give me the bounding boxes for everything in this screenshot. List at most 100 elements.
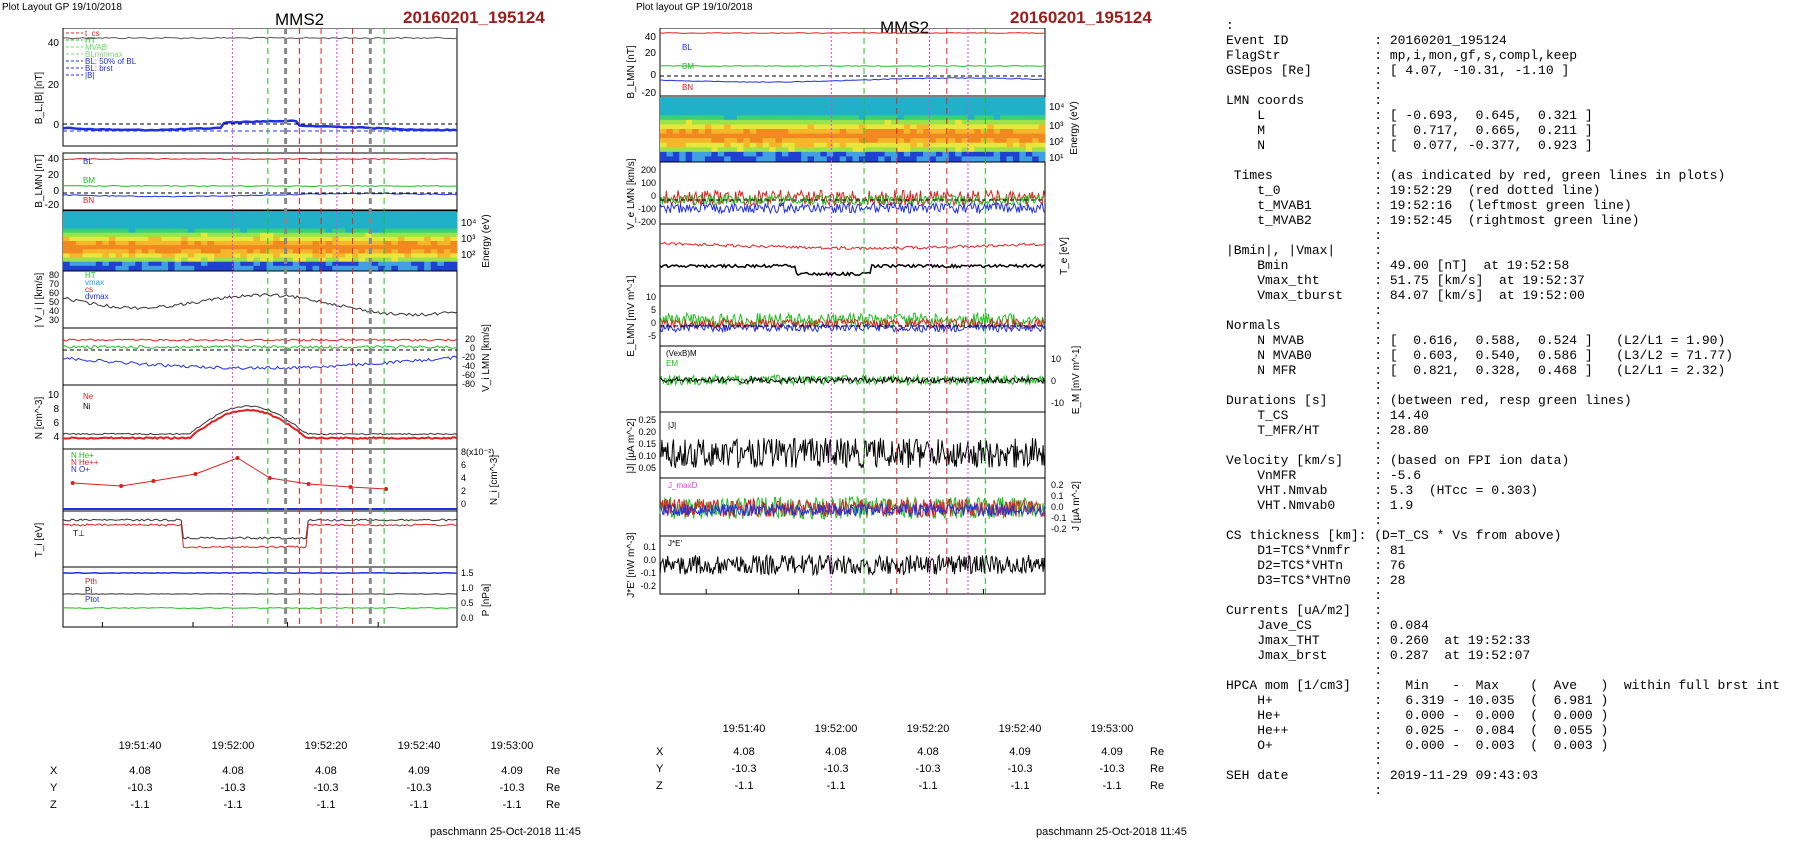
spectrogram-cell <box>878 147 886 153</box>
spectrogram-cell <box>286 261 294 267</box>
spectrogram-cell <box>430 220 438 225</box>
spectrogram-cell <box>365 265 373 271</box>
spectrogram-cell <box>286 224 294 230</box>
spectrogram-cell <box>692 124 699 130</box>
spectrogram-cell <box>968 142 975 148</box>
spectrogram-cell <box>801 147 809 153</box>
spectrogram-cell <box>424 253 432 259</box>
spectrogram-cell <box>207 236 215 242</box>
spectrogram-cell <box>794 151 802 157</box>
spectrogram-cell <box>794 101 802 107</box>
spectrogram-cell <box>63 212 71 217</box>
spectrogram-cell <box>685 133 693 139</box>
tick-label: -20 <box>462 352 475 362</box>
legend-label: Ptot <box>85 595 100 604</box>
spectrogram-cell <box>266 253 274 259</box>
tick-label: 0.10 <box>638 451 656 461</box>
info-line: Event ID : 20160201_195124 <box>1226 33 1507 48</box>
spectrogram-cell <box>148 257 156 263</box>
spectrogram-cell <box>411 220 419 225</box>
spectrogram-cell <box>437 216 445 221</box>
spectrogram-cell <box>923 156 930 162</box>
tick-label: 0.0 <box>643 555 656 565</box>
spectrogram-cell <box>443 257 451 263</box>
spectrogram-cell <box>332 212 340 217</box>
spectrogram-cell <box>762 156 770 162</box>
spectrogram-cell <box>312 220 320 225</box>
spectrogram-cell <box>910 151 918 157</box>
tick-label: 40 <box>48 38 60 49</box>
spectrogram-cell <box>168 236 176 242</box>
spectrogram-cell <box>1019 142 1027 148</box>
right-coord-z: -1.1 <box>1102 780 1122 792</box>
spectrogram-cell <box>378 224 386 230</box>
spectrogram-cell <box>108 265 117 271</box>
legend-label: Ne <box>83 392 94 401</box>
spectrogram-cell <box>762 119 770 125</box>
spectrogram-cell <box>95 249 103 254</box>
spectrogram-cell <box>794 115 802 121</box>
spectrogram-cell <box>1019 106 1027 112</box>
tick-label: -5 <box>648 331 656 341</box>
spectrogram-cell <box>411 216 419 221</box>
spectrogram-cell <box>865 142 873 148</box>
spectrogram-cell <box>76 249 84 254</box>
spectrogram-cell <box>305 232 314 238</box>
spectrogram-cell <box>345 220 353 225</box>
spectrogram-cell <box>200 220 208 225</box>
spectrogram-cell <box>871 124 879 130</box>
spectrogram-cell <box>181 265 189 271</box>
spectrogram-cell <box>814 129 821 135</box>
spectrogram-cell <box>227 253 235 259</box>
spectrogram-cell <box>345 261 353 267</box>
spectrogram-cell <box>762 97 770 103</box>
spectrogram-cell <box>233 265 241 271</box>
spectrogram-cell <box>666 133 674 139</box>
spectrogram-cell <box>233 216 241 221</box>
spectrogram-cell <box>846 147 853 153</box>
spectrogram-cell <box>122 220 130 225</box>
right-coord-z: -1.1 <box>1010 780 1030 792</box>
spectrogram-cell <box>672 97 680 103</box>
spectrogram-cell <box>807 106 815 112</box>
spectrogram-cell <box>724 106 732 112</box>
spectrogram-cell <box>148 236 156 242</box>
spectrogram-cell <box>351 216 359 221</box>
spectrogram-cell <box>253 212 261 217</box>
spectrogram-cell <box>711 106 719 112</box>
spectrogram-cell <box>871 106 879 112</box>
spectrogram-cell <box>775 156 783 162</box>
legend-label: Pth <box>85 577 97 586</box>
spectrogram-cell <box>292 265 300 271</box>
spectrogram-cell <box>820 142 828 148</box>
spectrogram-cell <box>826 156 834 162</box>
spectrogram-cell <box>286 232 294 238</box>
spectrogram-cell <box>955 97 963 103</box>
spectrogram-cell <box>762 147 770 153</box>
spectrogram-cell <box>1019 129 1027 135</box>
spectrogram-cell <box>672 142 680 148</box>
info-line: : <box>1226 303 1383 318</box>
spectrogram-cell <box>762 133 770 139</box>
spectrogram-cell <box>338 216 346 221</box>
spectrogram-cell <box>871 110 879 116</box>
spectrogram-cell <box>666 138 674 144</box>
right-time-tick: 19:52:20 <box>906 723 950 735</box>
spectrogram-cell <box>365 257 373 263</box>
spectrogram-cell <box>108 261 117 267</box>
spectrogram-cell <box>942 101 950 107</box>
spectrogram-cell <box>345 212 353 217</box>
spectrogram-cell <box>910 101 918 107</box>
spectrogram-cell <box>371 220 379 225</box>
spectrogram-cell <box>397 253 405 259</box>
spectrogram-cell <box>391 216 399 221</box>
tick-label: 0.0 <box>461 613 474 623</box>
spectrogram-cell <box>749 129 757 135</box>
spectrogram-cell <box>1012 106 1020 112</box>
legend-label: J*E' <box>668 539 682 548</box>
spectrogram-cell <box>891 133 898 139</box>
spectrogram-cell <box>852 115 860 121</box>
spectrogram-cell <box>417 236 425 242</box>
spectrogram-cell <box>781 115 789 121</box>
left-coord-z: -1.1 <box>223 799 243 811</box>
